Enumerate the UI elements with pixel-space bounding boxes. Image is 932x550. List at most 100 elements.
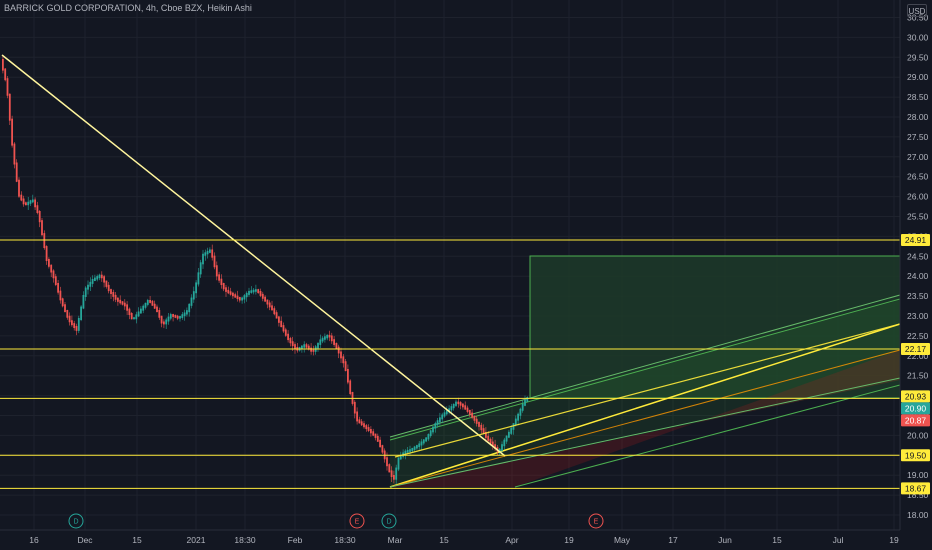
rising-trendline[interactable] [394, 323, 901, 458]
candle-body [259, 291, 262, 296]
time-tick-label: 15 [772, 535, 782, 545]
candle-body [363, 423, 365, 428]
pitchfork-green-lower-line-1[interactable] [389, 377, 901, 488]
time-tick-label: 18:30 [334, 535, 356, 545]
horizontal-levels[interactable] [0, 239, 900, 489]
price-tags: 24.91 22.17 20.93 20.90 20.87 19.50 18.67 [901, 233, 930, 495]
dividend-marker[interactable] [381, 513, 397, 529]
target-zone[interactable] [529, 255, 901, 399]
pitchfork-upper-fill [390, 300, 900, 487]
candle-body [13, 143, 16, 165]
symbol-title[interactable]: BARRICK GOLD CORPORATION, 4h, Cboe BZX, … [4, 3, 252, 13]
candle-body [374, 433, 377, 438]
time-axis[interactable]: 16 Dec 15 2021 18:30 Feb 18:30 Mar 15 Apr 19 May 17 J… [29, 535, 899, 545]
candle-body [333, 339, 335, 345]
currency-badge[interactable]: USD [907, 4, 927, 17]
candle-body [4, 68, 7, 81]
candle-body [45, 246, 48, 261]
price-tag [901, 414, 930, 427]
candle-body [105, 280, 108, 287]
candle-body [427, 434, 430, 440]
price-tick-label: 28.50 [907, 92, 929, 102]
candle-body [119, 299, 122, 304]
pitchfork-upper-line-1[interactable] [389, 294, 901, 438]
time-tick-label: 19 [889, 535, 899, 545]
candle-body [140, 308, 142, 314]
candle-body [347, 369, 349, 383]
candle-body [416, 445, 418, 449]
candle-body [255, 289, 257, 292]
candle-body [243, 295, 246, 300]
price-tick-label: 24.50 [907, 251, 929, 261]
candle-body [485, 432, 487, 438]
earnings-marker[interactable] [588, 513, 604, 529]
dividend-marker[interactable] [68, 513, 84, 529]
candle-body [284, 329, 287, 336]
candle-series[interactable] [2, 56, 529, 485]
earnings-marker[interactable] [349, 513, 365, 529]
pitchfork-orange-line[interactable] [389, 349, 901, 488]
candle-body [425, 437, 427, 442]
candle-body [517, 413, 519, 421]
candle-body [181, 314, 184, 318]
candle-body [305, 344, 308, 348]
candle-body [20, 194, 23, 201]
candle-body [169, 314, 172, 319]
candle-body [61, 298, 64, 307]
candle-body [77, 318, 80, 331]
candle-body [96, 276, 99, 280]
candle-body [31, 199, 34, 203]
time-tick-label: 2021 [187, 535, 206, 545]
price-axis[interactable]: 30.50 30.00 29.50 29.00 28.50 28.00 27.50 27.00… [907, 13, 929, 521]
pitchfork-green-lower-line-2[interactable] [514, 384, 901, 488]
candle-body [473, 415, 476, 421]
candle-body [220, 278, 223, 285]
candle-body [75, 326, 78, 331]
price-tick-label: 27.50 [907, 132, 929, 142]
candle-body [386, 457, 388, 467]
candle-body [110, 289, 112, 294]
candle-body [291, 341, 294, 347]
candle-body [287, 333, 289, 341]
candle-body [521, 403, 524, 411]
candle-body [64, 304, 66, 312]
candle-body [41, 220, 43, 236]
candle-body [167, 316, 170, 322]
candle-body [487, 435, 490, 441]
descending-trendline[interactable] [1, 54, 506, 457]
candle-body [344, 361, 347, 371]
candle-body [271, 305, 273, 311]
candle-body [160, 315, 163, 324]
candle-body [301, 345, 303, 350]
pitchfork-median-line[interactable] [389, 323, 901, 488]
candle-body [123, 302, 126, 307]
candle-body [107, 284, 110, 292]
candle-body [505, 435, 508, 442]
candle-body [183, 312, 186, 317]
candle-body [310, 347, 312, 352]
candle-body [156, 306, 158, 312]
candle-body [98, 274, 101, 279]
candle-body [413, 446, 416, 450]
candle-body [448, 408, 450, 413]
candle-body [273, 308, 276, 315]
candle-body [211, 249, 214, 258]
candle-body [317, 342, 319, 349]
time-tick-label: 15 [439, 535, 449, 545]
candle-body [367, 427, 370, 431]
time-tick-label: Mar [388, 535, 403, 545]
candle-body [248, 290, 250, 295]
price-tag-label: 20.90 [905, 403, 927, 413]
price-tick-label: 18.00 [907, 510, 929, 520]
time-tick-label: 19 [564, 535, 574, 545]
candle-body [34, 199, 36, 208]
candle-body [38, 211, 41, 223]
candle-body [388, 464, 391, 473]
candle-body [372, 431, 375, 436]
candle-body [282, 325, 285, 332]
candle-body [94, 277, 96, 281]
price-tick-label: 30.00 [907, 32, 929, 42]
